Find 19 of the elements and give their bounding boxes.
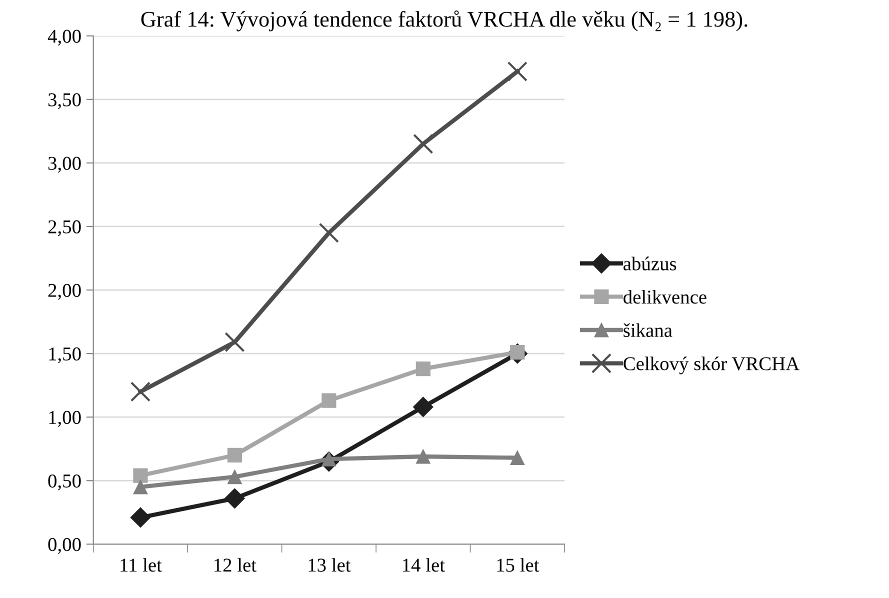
y-tick-label: 0,00 bbox=[48, 538, 81, 554]
y-tick-label: 4,00 bbox=[48, 30, 81, 46]
y-tick-label: 1,00 bbox=[49, 410, 81, 427]
legend-label: Celkový skór VRCHA bbox=[624, 356, 800, 374]
y-tick-label: 3,00 bbox=[48, 156, 81, 173]
y-tick-label: 0,50 bbox=[48, 474, 81, 490]
x-tick-label: 11 let bbox=[120, 558, 162, 572]
y-tick-label: 1,50 bbox=[49, 347, 81, 364]
y-tick-label: 2,00 bbox=[48, 284, 81, 300]
chart-title: Graf 14: Vývojová tendence faktorů VRCHA dle věku (N₂ = 1 198). bbox=[141, 10, 748, 32]
legend-label: šikana bbox=[624, 323, 672, 337]
legend-label: delikvence bbox=[624, 290, 706, 304]
legend-label: abúzus bbox=[624, 256, 676, 270]
x-tick-label: 15 let bbox=[497, 558, 540, 572]
x-tick-label: 13 let bbox=[308, 558, 351, 572]
y-tick-label: 2,50 bbox=[48, 220, 81, 236]
x-tick-label: 12 let bbox=[214, 558, 256, 572]
x-tick-label: 14 let bbox=[403, 558, 445, 572]
y-tick-label: 3,50 bbox=[48, 93, 81, 110]
